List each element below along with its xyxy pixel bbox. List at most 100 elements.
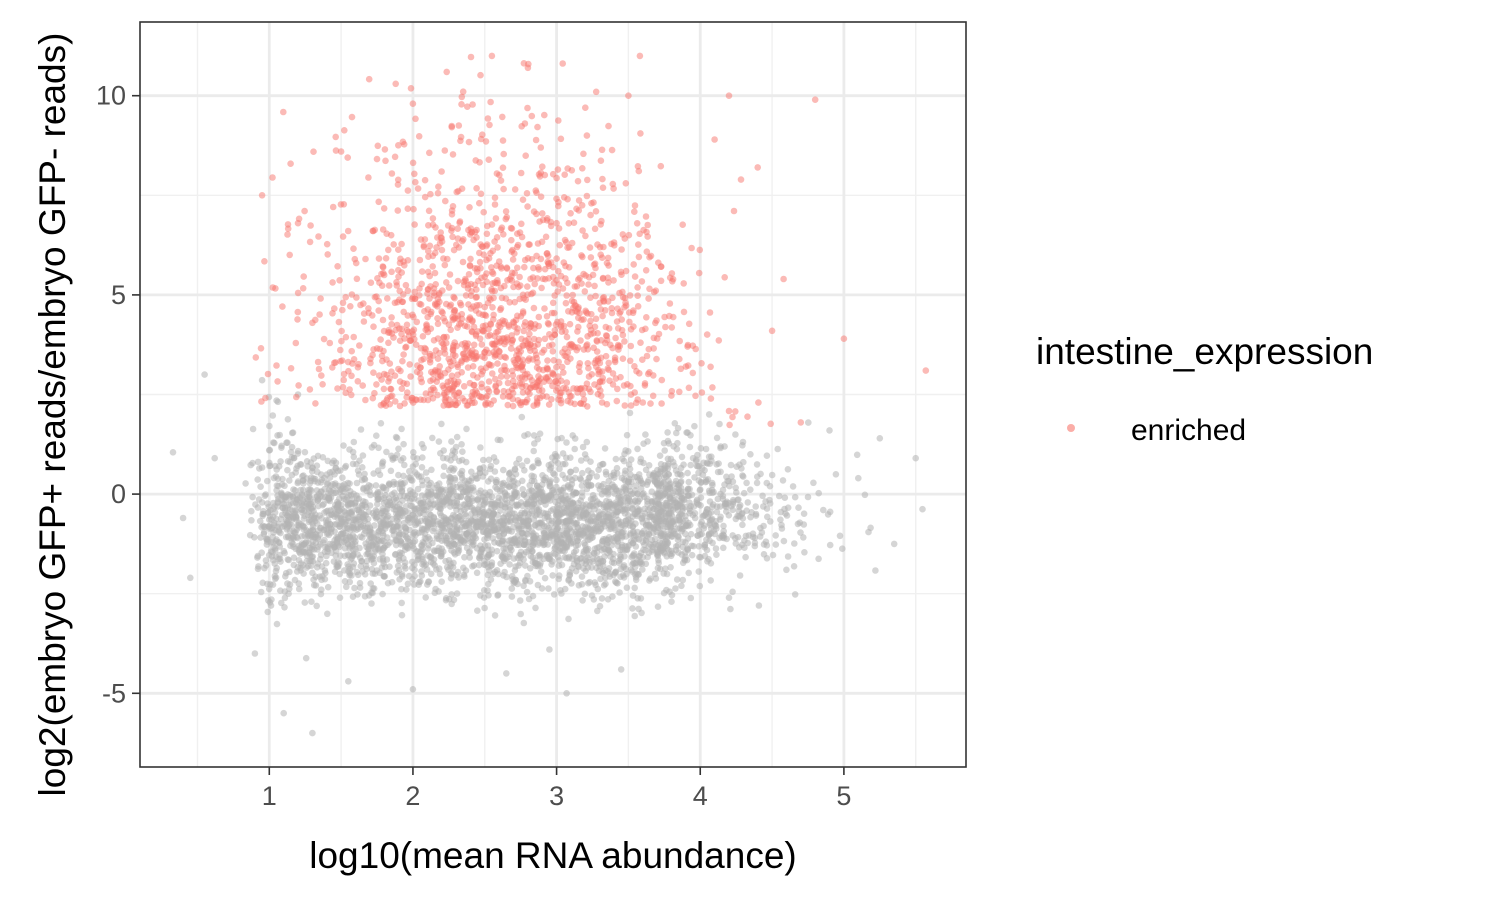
enriched-point: [400, 351, 407, 358]
gray-point: [752, 503, 759, 510]
gray-point: [583, 527, 590, 534]
enriched-point: [329, 203, 337, 211]
gray-point: [519, 530, 527, 537]
enriched-point: [349, 360, 356, 367]
enriched-point: [612, 334, 619, 342]
gray-point: [590, 549, 598, 557]
enriched-point: [365, 305, 372, 312]
gray-point: [645, 462, 653, 469]
enriched-point: [598, 368, 606, 375]
gray-point: [655, 493, 663, 501]
enriched-point: [634, 292, 641, 300]
gray-point: [629, 605, 636, 612]
gray-point: [361, 470, 368, 478]
gray-point: [460, 538, 467, 545]
gray-point: [314, 497, 322, 504]
gray-point: [310, 576, 317, 583]
gray-point: [423, 566, 431, 573]
enriched-point: [299, 285, 307, 292]
enriched-point: [420, 242, 428, 249]
gray-point: [805, 419, 812, 426]
enriched-point: [348, 291, 356, 298]
gray-point: [553, 476, 560, 484]
enriched-point: [339, 306, 346, 314]
enriched-point: [755, 399, 762, 406]
enriched-point: [597, 337, 605, 344]
enriched-point: [631, 363, 638, 370]
enriched-point: [676, 355, 683, 363]
enriched-point: [732, 408, 739, 415]
gray-point: [517, 499, 525, 506]
gray-point: [248, 507, 255, 515]
enriched-point: [500, 150, 508, 158]
gray-point: [481, 510, 489, 518]
gray-point: [254, 476, 261, 483]
enriched-point: [516, 273, 523, 281]
gray-point: [670, 517, 677, 525]
gray-point: [463, 425, 470, 433]
gray-point: [611, 490, 618, 497]
enriched-point: [315, 365, 323, 373]
enriched-point: [586, 244, 594, 251]
gray-point: [608, 516, 615, 523]
enriched-point: [614, 385, 621, 393]
enriched-point: [650, 334, 658, 342]
gray-point: [652, 540, 659, 548]
enriched-point: [426, 149, 433, 157]
gray-point: [600, 582, 608, 589]
enriched-point: [644, 221, 651, 229]
enriched-point: [367, 279, 375, 287]
gray-point: [484, 587, 491, 594]
enriched-point: [559, 60, 566, 67]
gray-point: [663, 499, 671, 507]
gray-point: [336, 594, 344, 601]
enriched-point: [380, 347, 387, 355]
gray-point: [511, 491, 519, 498]
gray-point: [410, 449, 417, 456]
enriched-point: [598, 399, 606, 406]
enriched-point: [459, 395, 466, 402]
enriched-point: [676, 388, 683, 396]
gray-point: [340, 442, 347, 449]
gray-point: [654, 564, 662, 572]
enriched-point: [614, 325, 622, 332]
gray-point: [568, 565, 576, 572]
gray-point: [611, 483, 618, 491]
gray-point: [604, 596, 612, 603]
gray-point: [667, 505, 674, 513]
enriched-point: [551, 292, 558, 299]
gray-point: [697, 554, 704, 561]
enriched-point: [533, 210, 540, 218]
gray-point: [541, 574, 549, 582]
enriched-point: [459, 237, 466, 245]
gray-point: [367, 483, 374, 490]
gray-point: [688, 551, 696, 559]
gray-point: [510, 578, 518, 585]
gray-point: [278, 490, 285, 498]
gray-point: [555, 575, 563, 583]
gray-point: [375, 444, 382, 452]
enriched-point: [486, 121, 493, 129]
gray-point: [309, 557, 317, 565]
gray-point: [654, 551, 662, 558]
enriched-point: [679, 221, 686, 228]
enriched-point: [633, 220, 641, 227]
enriched-point: [467, 292, 475, 300]
gray-point: [301, 523, 308, 531]
enriched-point: [434, 355, 442, 363]
enriched-point: [429, 221, 437, 228]
gray-point: [592, 524, 599, 531]
enriched-point: [577, 337, 584, 344]
gray-point: [661, 447, 668, 454]
gray-point: [781, 494, 789, 502]
gray-point: [636, 552, 643, 560]
gray-point: [301, 599, 309, 606]
enriched-point: [378, 376, 385, 383]
enriched-point: [570, 385, 577, 392]
gray-point: [499, 536, 507, 544]
enriched-point: [508, 236, 515, 244]
gray-point: [618, 541, 626, 548]
enriched-point: [370, 346, 377, 353]
gray-point: [678, 453, 686, 461]
gray-point: [567, 468, 575, 476]
